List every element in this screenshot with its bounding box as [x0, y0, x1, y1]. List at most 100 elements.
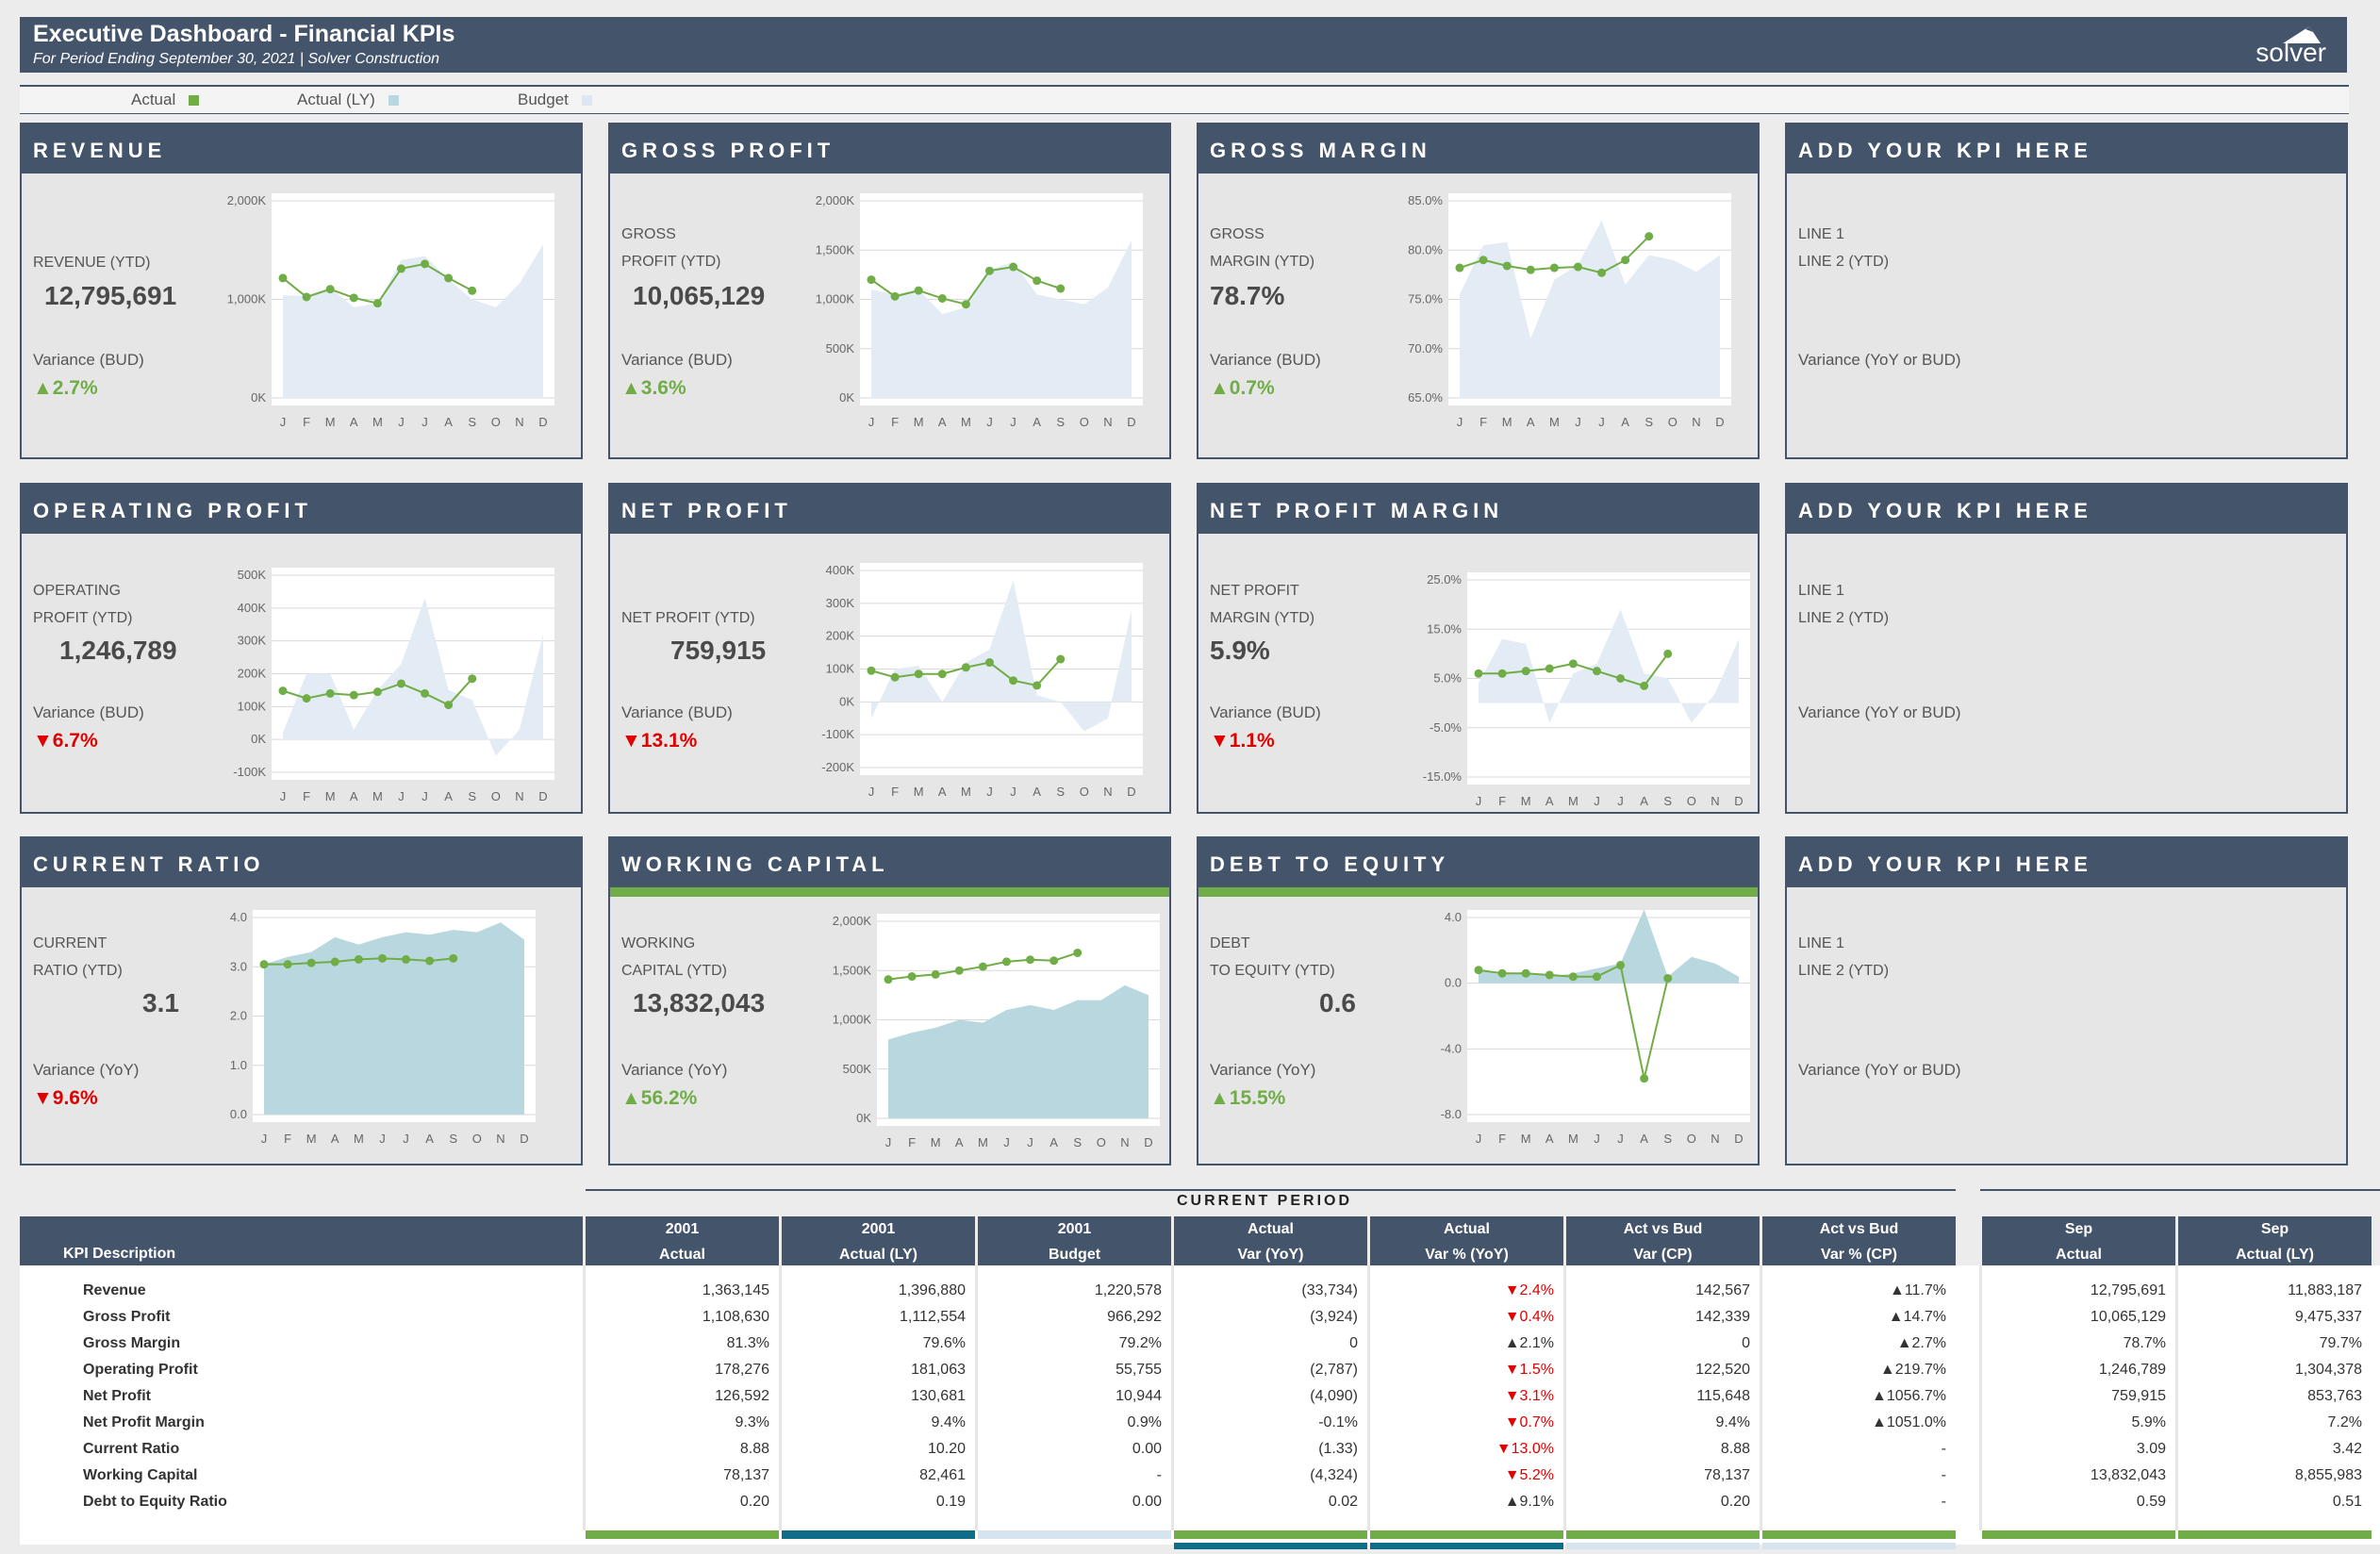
x-tick-label: M	[372, 789, 383, 803]
panel-title: OPERATING PROFIT	[22, 485, 581, 534]
y-tick-label: 75.0%	[1408, 292, 1443, 306]
table-cell: (2,787)	[1310, 1362, 1358, 1378]
actual-point	[1033, 276, 1042, 286]
gross_margin-svg: 65.0%70.0%75.0%80.0%85.0%J F M A M J J A S O N D	[1408, 193, 1731, 429]
actual-point	[1001, 957, 1011, 967]
table-cell: 78.7%	[2123, 1335, 2166, 1351]
x-tick-label: A	[938, 415, 947, 429]
y-tick-label: 2.0	[230, 1009, 247, 1023]
kpi-label: LINE 1	[1798, 226, 1844, 242]
table-cell: 79.7%	[2319, 1335, 2362, 1351]
column-footer-bar	[1566, 1543, 1760, 1549]
gross-margin-panel: GROSS MARGIN GROSS MARGIN (YTD) 78.7% Va…	[1197, 123, 1760, 459]
column-footer-bar	[586, 1530, 779, 1539]
actual-point	[1597, 268, 1607, 277]
table-cell: ▼5.2%	[1504, 1467, 1554, 1483]
current-ratio-panel: CURRENT RATIO CURRENT RATIO (YTD) 3.1 Va…	[20, 836, 583, 1166]
gross-profit-chart: 0K 500K 1,000K 1,500K 2,000K J F M A M J J A S O N D	[816, 193, 1152, 448]
kpi-label: PROFIT (YTD)	[621, 254, 721, 270]
actual-point	[954, 966, 964, 975]
column-header: Act vs Bud Var % (CP)	[1762, 1216, 1956, 1265]
kpi-label: GROSS	[1210, 226, 1264, 242]
x-tick-label: M	[961, 415, 971, 429]
kpi-label: OPERATING	[33, 583, 122, 599]
actual-point	[984, 658, 994, 668]
x-tick-label: M	[961, 785, 971, 799]
current-ratio-chart: 0.0 1.0 2.0 3.0 4.0 J F M A M J J A S O N D	[230, 910, 545, 1165]
legend-budget: Budget	[518, 91, 592, 109]
actual-point	[1545, 970, 1554, 980]
kpi-label: NET PROFIT	[1210, 583, 1299, 599]
column-header-line2: Budget	[1048, 1247, 1101, 1263]
table-cell: 5.9%	[2131, 1414, 2166, 1430]
actual-point	[1568, 972, 1578, 982]
x-tick-label: O	[491, 789, 501, 803]
actual-point	[1073, 948, 1083, 957]
y-tick-label: -5.0%	[1430, 720, 1462, 735]
custom-kpi-panel-1: ADD YOUR KPI HERE LINE 1 LINE 2 (YTD) Va…	[1785, 123, 2348, 459]
variance-label: Variance (BUD)	[33, 351, 144, 369]
actual-point	[377, 953, 387, 963]
column-header-line1: 2001	[1057, 1221, 1092, 1237]
x-tick-label: M	[354, 1132, 364, 1146]
column-header: 2001 Budget	[978, 1216, 1171, 1265]
x-tick-label: O	[472, 1132, 482, 1146]
net-profit-panel: NET PROFIT NET PROFIT (YTD) 759,915 Vari…	[608, 483, 1171, 814]
table-cell: 126,592	[715, 1388, 769, 1404]
actual-point	[325, 688, 335, 698]
actual-point	[1050, 956, 1059, 966]
column-header-line1: 2001	[665, 1221, 700, 1237]
table-cell: ▲9.1%	[1504, 1494, 1554, 1510]
actual-point	[1526, 265, 1535, 274]
kpi-label: LINE 2 (YTD)	[1798, 963, 1890, 979]
panel-title: WORKING CAPITAL	[610, 838, 1169, 897]
column-footer-bar	[1982, 1530, 2175, 1539]
table-cell: 3.42	[2332, 1441, 2362, 1457]
x-tick-label: A	[444, 789, 453, 803]
y-tick-label: 85.0%	[1408, 193, 1443, 207]
actual-point	[302, 292, 311, 302]
table-cell: 759,915	[2111, 1388, 2166, 1404]
column-footer-bar	[1566, 1530, 1760, 1539]
kpi-label: PROFIT (YTD)	[33, 610, 133, 626]
x-tick-label: A	[1545, 1132, 1554, 1146]
x-tick-label: M	[1568, 1132, 1578, 1146]
table-cell: 10,944	[1116, 1388, 1162, 1404]
table-cell: ▼13.0%	[1496, 1441, 1554, 1457]
table-cell: ▲2.7%	[1896, 1335, 1946, 1351]
actual-point	[421, 259, 430, 269]
actual-point	[278, 686, 288, 696]
x-tick-label: M	[1568, 794, 1578, 808]
kpi-value: 13,832,043	[633, 988, 766, 1017]
x-tick-label: D	[1144, 1135, 1152, 1149]
actual-point	[978, 962, 987, 971]
x-tick-label: A	[350, 415, 358, 429]
y-tick-label: 300K	[826, 596, 855, 610]
table-cell: ▼0.4%	[1504, 1309, 1554, 1325]
y-tick-label: 1,000K	[816, 292, 855, 306]
actual-point	[468, 286, 477, 295]
variance-label: Variance (YoY or BUD)	[1798, 1061, 1961, 1079]
actual-point	[1033, 681, 1042, 690]
actual-point	[937, 293, 947, 303]
x-tick-label: N	[1692, 415, 1700, 429]
column-header-line2: Var (CP)	[1633, 1247, 1693, 1263]
kpi-value: 1,246,789	[59, 636, 177, 665]
y-tick-label: 100K	[238, 699, 267, 713]
table-row-label: Net Profit Margin	[83, 1414, 205, 1430]
y-tick-label: 0K	[251, 732, 266, 746]
custom-kpi-panel-2: ADD YOUR KPI HERE LINE 1 LINE 2 (YTD) Va…	[1785, 483, 2348, 814]
actual-point	[1056, 654, 1066, 664]
y-tick-label: -4.0	[1441, 1041, 1462, 1055]
column-header-line1: Sep	[2260, 1221, 2289, 1237]
x-tick-label: N	[496, 1132, 504, 1146]
kpi-value: 10,065,129	[633, 281, 766, 310]
actual-point	[468, 674, 477, 684]
kpi-label: LINE 1	[1798, 935, 1844, 951]
logo-text: solver	[2256, 38, 2326, 67]
x-tick-label: S	[1663, 794, 1672, 808]
table-cell: ▲14.7%	[1888, 1309, 1946, 1325]
table-cell: 0.02	[1328, 1494, 1358, 1510]
table-cell: 79.6%	[922, 1335, 966, 1351]
